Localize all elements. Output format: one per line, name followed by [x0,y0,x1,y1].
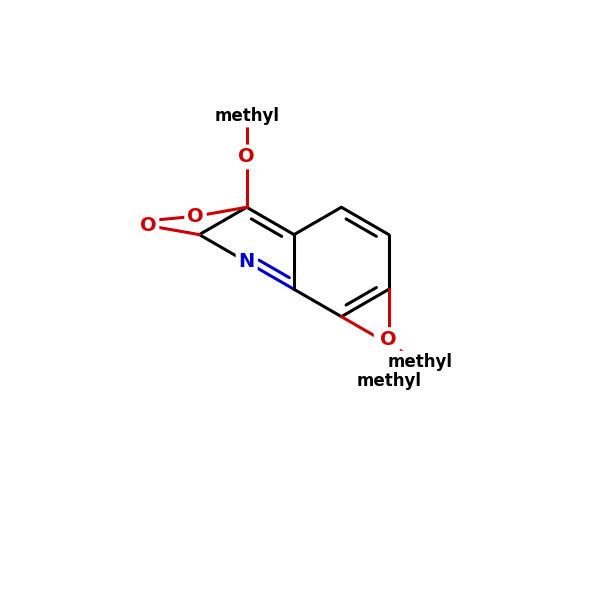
Text: methyl: methyl [388,353,453,371]
Text: O: O [140,216,157,235]
Text: O: O [187,207,204,226]
Text: N: N [239,253,255,271]
Text: methyl: methyl [356,371,421,389]
Text: methyl: methyl [214,107,279,125]
Text: O: O [238,148,255,166]
Text: O: O [377,332,394,352]
Text: O: O [380,330,397,349]
